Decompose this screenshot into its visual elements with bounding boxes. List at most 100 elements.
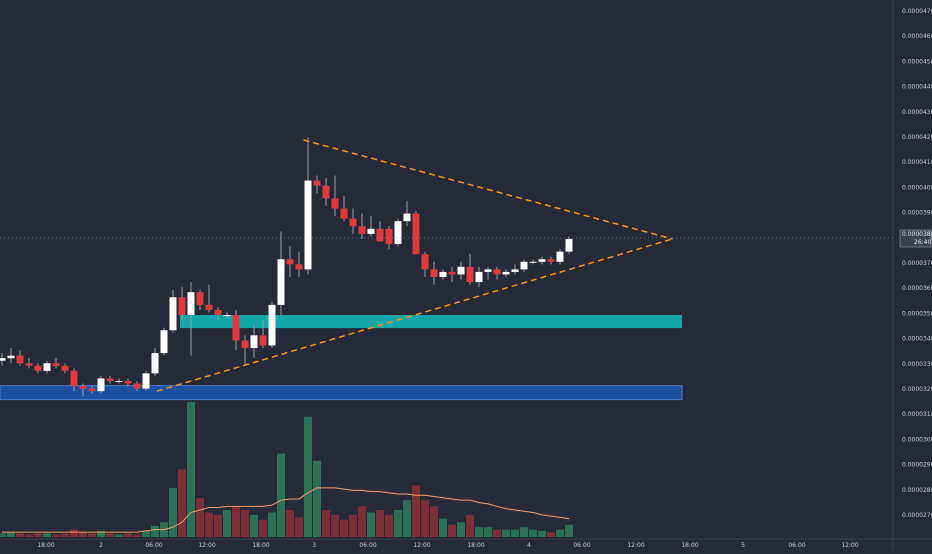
- lines-layer: [156, 139, 673, 392]
- volume-bar: [52, 534, 60, 537]
- candle-body: [115, 380, 123, 382]
- candle-body: [547, 259, 555, 262]
- candle-body: [313, 180, 321, 186]
- price-tick-label: 0.00003200: [902, 386, 932, 393]
- candle-body: [43, 363, 51, 371]
- time-tick-label: 4: [527, 542, 531, 549]
- volume-bar: [187, 402, 195, 537]
- volume-bar: [565, 524, 573, 537]
- volume-bar: [277, 453, 285, 537]
- price-tick-label: 0.00004400: [902, 84, 932, 91]
- price-tick-label: 0.00004000: [902, 184, 932, 191]
- candle-body: [511, 269, 519, 272]
- volume-bar: [385, 514, 393, 537]
- candle-body: [142, 373, 150, 389]
- price-tick-label: 0.00003000: [902, 436, 932, 443]
- candle-body: [322, 185, 330, 199]
- volume-bar: [511, 529, 519, 537]
- candle-body: [241, 340, 249, 349]
- price-tick-label: 0.00004600: [902, 33, 932, 40]
- candle-body: [304, 180, 312, 270]
- candle-body: [421, 254, 429, 270]
- volume-bar: [88, 533, 96, 537]
- candle-body: [448, 271, 456, 275]
- candle-body: [277, 259, 285, 305]
- lower-zone: [0, 385, 683, 401]
- volume-bar: [142, 530, 150, 537]
- candle-body: [502, 271, 510, 275]
- candle-layer: [0, 137, 573, 397]
- volume-bar: [322, 510, 330, 537]
- candle-body: [439, 271, 447, 277]
- time-tick-label: 12:00: [841, 542, 858, 549]
- price-tick-label: 0.00004100: [902, 159, 932, 166]
- volume-bar: [241, 510, 249, 537]
- candle-body: [25, 363, 33, 366]
- support-zone: [180, 315, 682, 329]
- volume-bar: [421, 500, 429, 537]
- price-tick-label: 0.00003400: [902, 336, 932, 343]
- price-tick-label: 0.00003100: [902, 411, 932, 418]
- candle-body: [196, 292, 204, 305]
- volume-bar: [16, 533, 24, 537]
- countdown-label: 26:40: [914, 239, 931, 246]
- candle-body: [151, 353, 159, 374]
- candle-body: [394, 221, 402, 245]
- volume-bar: [394, 510, 402, 537]
- price-tick-label: 0.00002800: [902, 487, 932, 494]
- candle-body: [214, 309, 222, 316]
- time-tick-label: 2: [99, 542, 103, 549]
- volume-layer: [0, 402, 573, 537]
- candle-body: [106, 378, 114, 381]
- volume-bar: [547, 532, 555, 537]
- volume-bar: [331, 514, 339, 537]
- volume-bar: [250, 514, 258, 537]
- time-tick-label: 12:00: [413, 542, 430, 549]
- zones-layer: [0, 315, 683, 401]
- candle-body: [70, 370, 78, 387]
- candle-body: [124, 380, 132, 384]
- time-tick-label: 3: [312, 542, 316, 549]
- time-tick-label: 06:00: [788, 542, 805, 549]
- candle-body: [7, 355, 15, 359]
- candle-body: [88, 388, 96, 392]
- candle-body: [484, 269, 492, 272]
- descending-trendline: [303, 139, 673, 240]
- volume-bar: [196, 497, 204, 537]
- candle-body: [385, 228, 393, 245]
- candle-body: [259, 335, 267, 346]
- candle-body: [340, 208, 348, 219]
- volume-bar: [340, 519, 348, 537]
- candle-body: [232, 315, 240, 341]
- volume-bar: [79, 532, 87, 537]
- time-tick-label: 12:00: [198, 542, 215, 549]
- time-tick-label: 18:00: [252, 542, 269, 549]
- candle-body: [556, 251, 564, 262]
- candle-body: [430, 269, 438, 277]
- time-axis[interactable]: 18:00 2 06:00 12:00 18:00 3 06:00 12:00 18:00 4 06…: [0, 538, 932, 549]
- volume-bar: [0, 533, 6, 537]
- volume-bar: [403, 500, 411, 537]
- volume-bar: [286, 510, 294, 537]
- volume-bar: [61, 533, 69, 537]
- volume-bar: [439, 518, 447, 537]
- volume-bar: [151, 525, 159, 537]
- candle-body: [565, 238, 573, 252]
- price-tick-label: 0.00003700: [902, 260, 932, 267]
- volume-bar: [556, 529, 564, 537]
- volume-bar: [169, 487, 177, 537]
- volume-bar: [466, 514, 474, 537]
- volume-bar: [376, 510, 384, 537]
- time-tick-label: 06:00: [145, 542, 162, 549]
- candle-body: [268, 304, 276, 346]
- price-tick-label: 0.00004300: [902, 109, 932, 116]
- volume-bar: [493, 529, 501, 537]
- volume-bar: [97, 530, 105, 537]
- price-tick-label: 0.00003900: [902, 210, 932, 217]
- volume-bar: [484, 527, 492, 537]
- price-tick-label: 0.00003300: [902, 361, 932, 368]
